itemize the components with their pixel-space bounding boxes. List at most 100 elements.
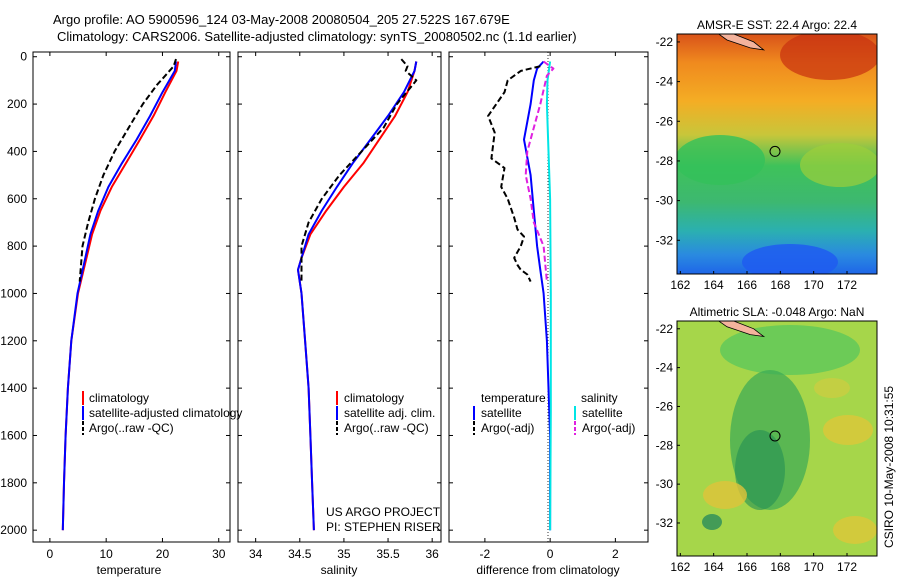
sst-map: 162 164 166 168 170 172 -22 -24 -26 -28 -30 -32: [656, 33, 878, 292]
x-tick-label: 20: [156, 547, 170, 561]
sla-map-ticks: 162 164 166 168 170 172 -22 -24 -26 -28 -30 -32: [656, 322, 858, 574]
sst-warm-patch: [780, 34, 877, 80]
map-y-tick-label: -24: [656, 75, 674, 89]
sla-map-frame: [676, 320, 878, 557]
map-x-tick-label: 164: [704, 560, 724, 574]
map-y-tick-label: -26: [656, 114, 674, 128]
argo-position-marker: [769, 145, 781, 157]
sst-yellow-patch: [800, 143, 877, 187]
temperature-xlabel: temperature: [97, 563, 162, 577]
series-satellite-adjusted-climatology: [61, 61, 177, 531]
temperature-plot: 0 10 20 30: [33, 52, 230, 561]
map-x-tick-label: 172: [837, 560, 857, 574]
y-tick-label: 0: [20, 50, 27, 64]
project-credit: US ARGO PROJECT: [326, 505, 441, 519]
land-polygon: [718, 321, 766, 338]
y-tick-label: 1200: [0, 334, 27, 348]
map-x-tick-label: 162: [670, 278, 690, 292]
difference-axes: [448, 51, 649, 543]
legend-label-argo: Argo(..raw -QC): [89, 421, 174, 435]
temperature-legend: climatology satellite-adjusted climatolo…: [82, 391, 242, 435]
x-tick-label: 0: [547, 547, 554, 561]
difference-xlabel: difference from climatology: [476, 563, 619, 577]
x-tick-label: 10: [99, 547, 113, 561]
sla-patch: [735, 430, 785, 510]
map-x-tick-label: 162: [670, 560, 690, 574]
map-x-tick-label: 172: [837, 278, 857, 292]
sst-map-frame: [676, 33, 878, 275]
legend-label-satellite: satellite-adjusted climatology: [89, 406, 242, 420]
salinity-axes: [237, 51, 442, 543]
map-y-tick-label: -28: [656, 154, 674, 168]
y-tick-label: 1000: [0, 286, 27, 300]
series-satellite-adj-clim: [297, 61, 418, 531]
land-new-caledonia: [718, 34, 766, 51]
map-y-tick-label: -22: [656, 35, 674, 49]
argo-position-marker: [769, 430, 781, 442]
series-argo-raw-qc: [78, 58, 177, 282]
series-climatology: [61, 61, 180, 531]
difference-legend: temperature satellite Argo(-adj) salinit…: [473, 391, 635, 435]
map-y-tick-label: -30: [656, 194, 674, 208]
y-tick-label: 800: [7, 239, 27, 253]
timestamp-credit: CSIRO 10-May-2008 10:31:55: [882, 386, 896, 548]
map-y-tick-label: -26: [656, 399, 674, 413]
x-tick-label: 35: [337, 547, 351, 561]
temperature-axes: [32, 51, 231, 543]
sst-map-title: AMSR-E SST: 22.4 Argo: 22.4: [697, 18, 857, 32]
sst-blue-patch: [742, 244, 838, 274]
legend-label-sal-satellite: satellite: [582, 406, 623, 420]
map-x-tick-label: 164: [704, 278, 724, 292]
salinity-xlabel: salinity: [321, 563, 358, 577]
legend-label-temp-satellite: satellite: [481, 406, 522, 420]
series-temperature-argo-adj: [487, 65, 541, 283]
land-new-caledonia: [718, 321, 766, 338]
map-x-tick-label: 168: [770, 560, 790, 574]
map-x-tick-label: 166: [737, 560, 757, 574]
series-salinity-satellite: [545, 61, 552, 531]
legend-label-sal-argo: Argo(-adj): [582, 421, 635, 435]
figure-title-line2: Climatology: CARS2006. Satellite-adjuste…: [57, 29, 577, 44]
figure-title-line1: Argo profile: AO 5900596_124 03-May-2008…: [53, 12, 510, 27]
x-tick-label: 35.5: [376, 547, 400, 561]
sla-patch: [703, 481, 747, 509]
series-salinity-argo-adj: [524, 60, 555, 282]
sla-map: 162 164 166 168 170 172 -22 -24 -26 -28 -30 -32: [656, 320, 878, 574]
x-tick-label: 36: [425, 547, 439, 561]
map-x-tick-label: 166: [737, 278, 757, 292]
salinity-legend: climatology satellite adj. clim. Argo(..…: [336, 391, 435, 435]
x-tick-label: 34.5: [288, 547, 312, 561]
depth-tick-labels: 0 200 400 600 800 1000 1200 1400 1600 1800 2000: [0, 50, 27, 537]
map-y-tick-label: -32: [656, 516, 674, 530]
x-tick-label: 34: [249, 547, 263, 561]
y-tick-label: 600: [7, 192, 27, 206]
x-tick-label: -2: [480, 547, 491, 561]
sla-patch: [823, 415, 873, 445]
y-tick-label: 1600: [0, 428, 27, 442]
sst-map-ticks: 162 164 166 168 170 172 -22 -24 -26 -28 -30 -32: [656, 35, 858, 292]
y-tick-label: 400: [7, 144, 27, 158]
land-polygon: [718, 34, 766, 51]
y-tick-label: 1400: [0, 381, 27, 395]
series-climatology: [297, 61, 418, 531]
legend-label-climatology: climatology: [89, 391, 149, 405]
legend-title-salinity: salinity: [581, 391, 618, 405]
x-tick-label: 0: [47, 547, 54, 561]
difference-plot: -2 0 2: [449, 52, 648, 561]
map-x-tick-label: 168: [770, 278, 790, 292]
salinity-plot: 34 34.5 35 35.5 36: [238, 52, 441, 561]
map-x-tick-label: 170: [804, 278, 824, 292]
legend-label-temp-argo: Argo(-adj): [481, 421, 534, 435]
y-tick-label: 2000: [0, 523, 27, 537]
x-tick-label: 2: [612, 547, 619, 561]
map-y-tick-label: -22: [656, 322, 674, 336]
y-tick-label: 200: [7, 97, 27, 111]
sla-patch: [814, 378, 850, 398]
sla-patch: [833, 516, 877, 544]
legend-label-argo: Argo(..raw -QC): [344, 421, 429, 435]
x-tick-label: 30: [212, 547, 226, 561]
map-y-tick-label: -24: [656, 361, 674, 375]
sla-patch: [702, 514, 722, 530]
map-y-tick-label: -32: [656, 233, 674, 247]
